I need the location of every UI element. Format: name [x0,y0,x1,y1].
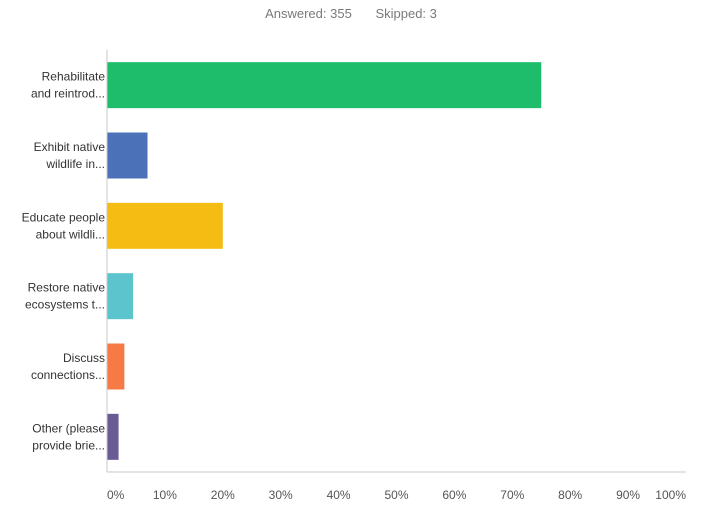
bar-3[interactable] [107,202,223,249]
category-label-6: Other (please provide brie... [32,421,105,452]
skipped-stat: Skipped: 3 [375,6,436,21]
x-tick-label-5: 50% [384,488,408,502]
x-tick-label-8: 80% [558,488,582,502]
bar-2[interactable] [107,132,148,179]
answered-stat: Answered: 355 [265,6,352,21]
answered-value: 355 [330,6,352,21]
x-tick-label-1: 10% [153,488,177,502]
category-labels-group: Rehabilitate and reintrod... Exhibit nativ… [22,70,106,453]
category-label-3: Educate people about wildli... [22,210,106,241]
x-tick-label-10: 100% [655,488,686,502]
x-tick-label-4: 40% [327,488,351,502]
bars-group [107,62,542,460]
skipped-label: Skipped: [375,6,427,21]
bar-6[interactable] [107,413,119,460]
x-tick-label-9: 90% [616,488,640,502]
bar-1[interactable] [107,62,542,109]
response-summary: Answered: 355 Skipped: 3 [0,6,702,24]
x-tick-label-6: 60% [442,488,466,502]
category-label-2: Exhibit native wildlife in... [34,140,106,171]
x-tick-label-3: 30% [269,488,293,502]
skipped-value: 3 [429,6,437,21]
category-label-1: Rehabilitate and reintrod... [31,70,105,101]
category-label-4: Restore native ecosystems t... [25,281,105,312]
bar-4[interactable] [107,273,134,320]
x-tick-label-7: 70% [500,488,524,502]
answered-label: Answered: [265,6,327,21]
category-label-5: Discuss connections... [31,351,105,382]
x-tick-label-2: 20% [211,488,235,502]
x-tick-labels-group: 0% 10% 20% 30% 40% 50% 60% 70% 80% 90% 100% [107,488,686,502]
bar-5[interactable] [107,343,125,390]
x-tick-label-0: 0% [107,488,125,502]
